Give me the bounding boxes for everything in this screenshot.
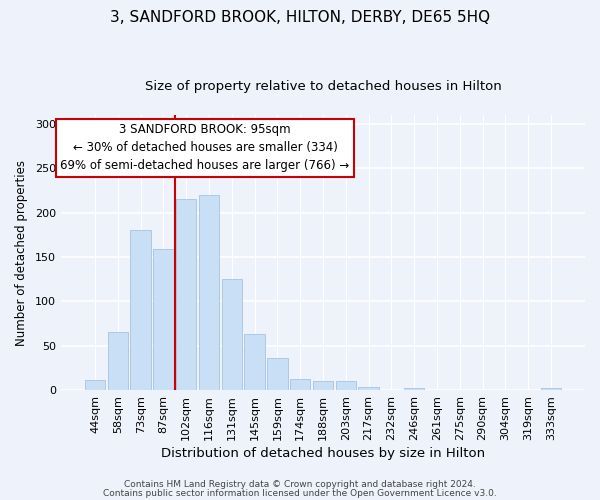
Text: Contains HM Land Registry data © Crown copyright and database right 2024.: Contains HM Land Registry data © Crown c… (124, 480, 476, 489)
Bar (404, 388, 424, 390)
Bar (130, 230, 151, 390)
X-axis label: Distribution of detached houses by size in Hilton: Distribution of detached houses by size … (161, 447, 485, 460)
Text: 3 SANDFORD BROOK: 95sqm
← 30% of detached houses are smaller (334)
69% of semi-d: 3 SANDFORD BROOK: 95sqm ← 30% of detache… (61, 124, 350, 172)
Bar (221, 279, 242, 390)
Text: Contains public sector information licensed under the Open Government Licence v3: Contains public sector information licen… (103, 488, 497, 498)
Bar (176, 200, 196, 390)
Y-axis label: Number of detached properties: Number of detached properties (15, 160, 28, 346)
Bar (244, 334, 265, 390)
Bar (313, 382, 333, 390)
Bar (153, 249, 173, 390)
Bar (85, 380, 105, 390)
Bar (267, 358, 287, 390)
Bar (358, 386, 379, 390)
Text: 3, SANDFORD BROOK, HILTON, DERBY, DE65 5HQ: 3, SANDFORD BROOK, HILTON, DERBY, DE65 5… (110, 10, 490, 25)
Bar (541, 388, 561, 390)
Bar (107, 332, 128, 390)
Bar (335, 382, 356, 390)
Bar (199, 195, 219, 390)
Title: Size of property relative to detached houses in Hilton: Size of property relative to detached ho… (145, 80, 502, 93)
Bar (290, 378, 310, 390)
